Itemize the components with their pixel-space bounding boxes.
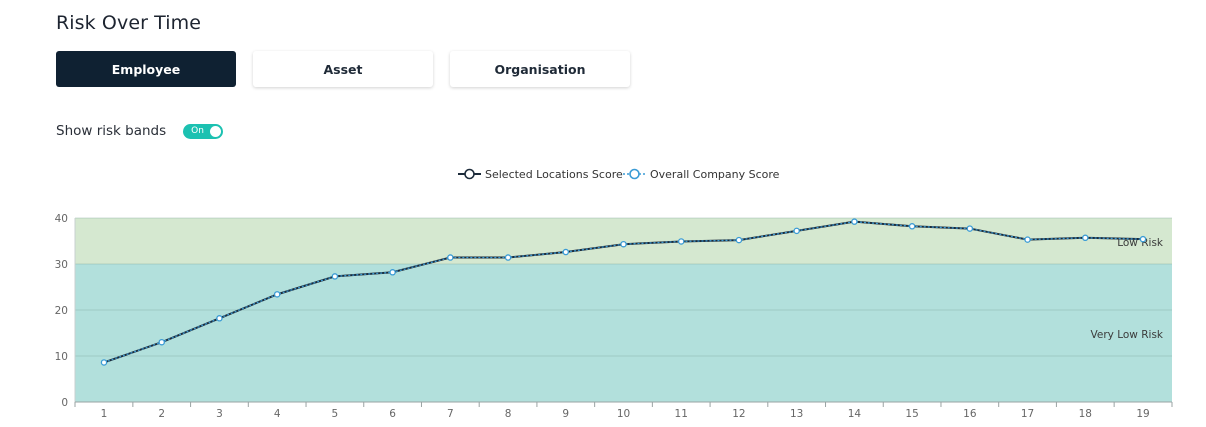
x-tick-label: 1 [101, 408, 108, 420]
y-tick-label: 30 [55, 259, 68, 271]
legend-marker-selected [464, 168, 475, 180]
y-tick-label: 0 [61, 397, 68, 409]
x-tick-label: 5 [332, 408, 339, 420]
data-point [504, 254, 512, 261]
page-title: Risk Over Time [56, 12, 202, 34]
tab-employee[interactable]: Employee [56, 51, 236, 87]
band-label-low-risk: Low Risk [1117, 237, 1164, 249]
data-point [447, 254, 454, 261]
data-point [677, 238, 685, 245]
risk-band-very-low-risk [75, 264, 1172, 402]
x-tick-label: 13 [790, 408, 803, 420]
x-tick-label: 19 [1136, 408, 1149, 420]
x-tick-label: 11 [675, 408, 688, 420]
data-point [100, 359, 108, 366]
y-tick-label: 10 [55, 351, 68, 363]
x-tick-label: 9 [562, 408, 569, 420]
band-label-very-low-risk: Very Low Risk [1091, 329, 1164, 341]
x-tick-label: 2 [158, 408, 165, 420]
data-point [216, 315, 223, 322]
y-tick-label: 20 [55, 305, 68, 317]
data-point [331, 273, 339, 280]
entity-tabs: Employee Asset Organisation [56, 51, 630, 87]
risk-bands-toggle-label: Show risk bands [56, 123, 167, 139]
x-tick-label: 7 [447, 408, 454, 420]
x-tick-label: 18 [1079, 408, 1092, 420]
toggle-state-text: On [191, 125, 204, 136]
x-tick-label: 10 [617, 408, 630, 420]
legend-label-selected: Selected Locations Score [485, 168, 623, 181]
data-point [1082, 234, 1089, 242]
legend-marker-overall [629, 168, 640, 180]
data-point [1139, 235, 1147, 243]
x-tick-label: 3 [216, 408, 223, 420]
x-tick-label: 14 [848, 408, 862, 420]
x-tick-label: 15 [905, 408, 918, 420]
data-point [1024, 236, 1031, 243]
data-point [735, 236, 743, 244]
x-tick-label: 4 [274, 408, 281, 420]
x-tick-label: 12 [732, 408, 745, 420]
x-tick-label: 17 [1021, 408, 1034, 420]
legend-label-overall: Overall Company Score [650, 168, 780, 181]
data-point [562, 248, 570, 256]
risk-bands-toggle[interactable]: On [183, 123, 224, 139]
data-point [908, 223, 916, 230]
tab-organisation[interactable]: Organisation [450, 51, 630, 87]
data-point [793, 227, 800, 235]
data-point [158, 338, 165, 346]
x-tick-label: 16 [963, 408, 977, 420]
data-point [273, 291, 281, 298]
y-tick-label: 40 [55, 213, 68, 225]
data-point [851, 218, 858, 225]
data-point [966, 225, 974, 232]
toggle-knob [210, 125, 222, 137]
data-point [620, 240, 627, 248]
data-point [389, 269, 396, 276]
risk-bands-toggle-row: Show risk bands On [56, 123, 224, 139]
x-tick-label: 8 [505, 408, 512, 420]
x-tick-label: 6 [389, 408, 396, 420]
tab-asset[interactable]: Asset [253, 51, 433, 87]
